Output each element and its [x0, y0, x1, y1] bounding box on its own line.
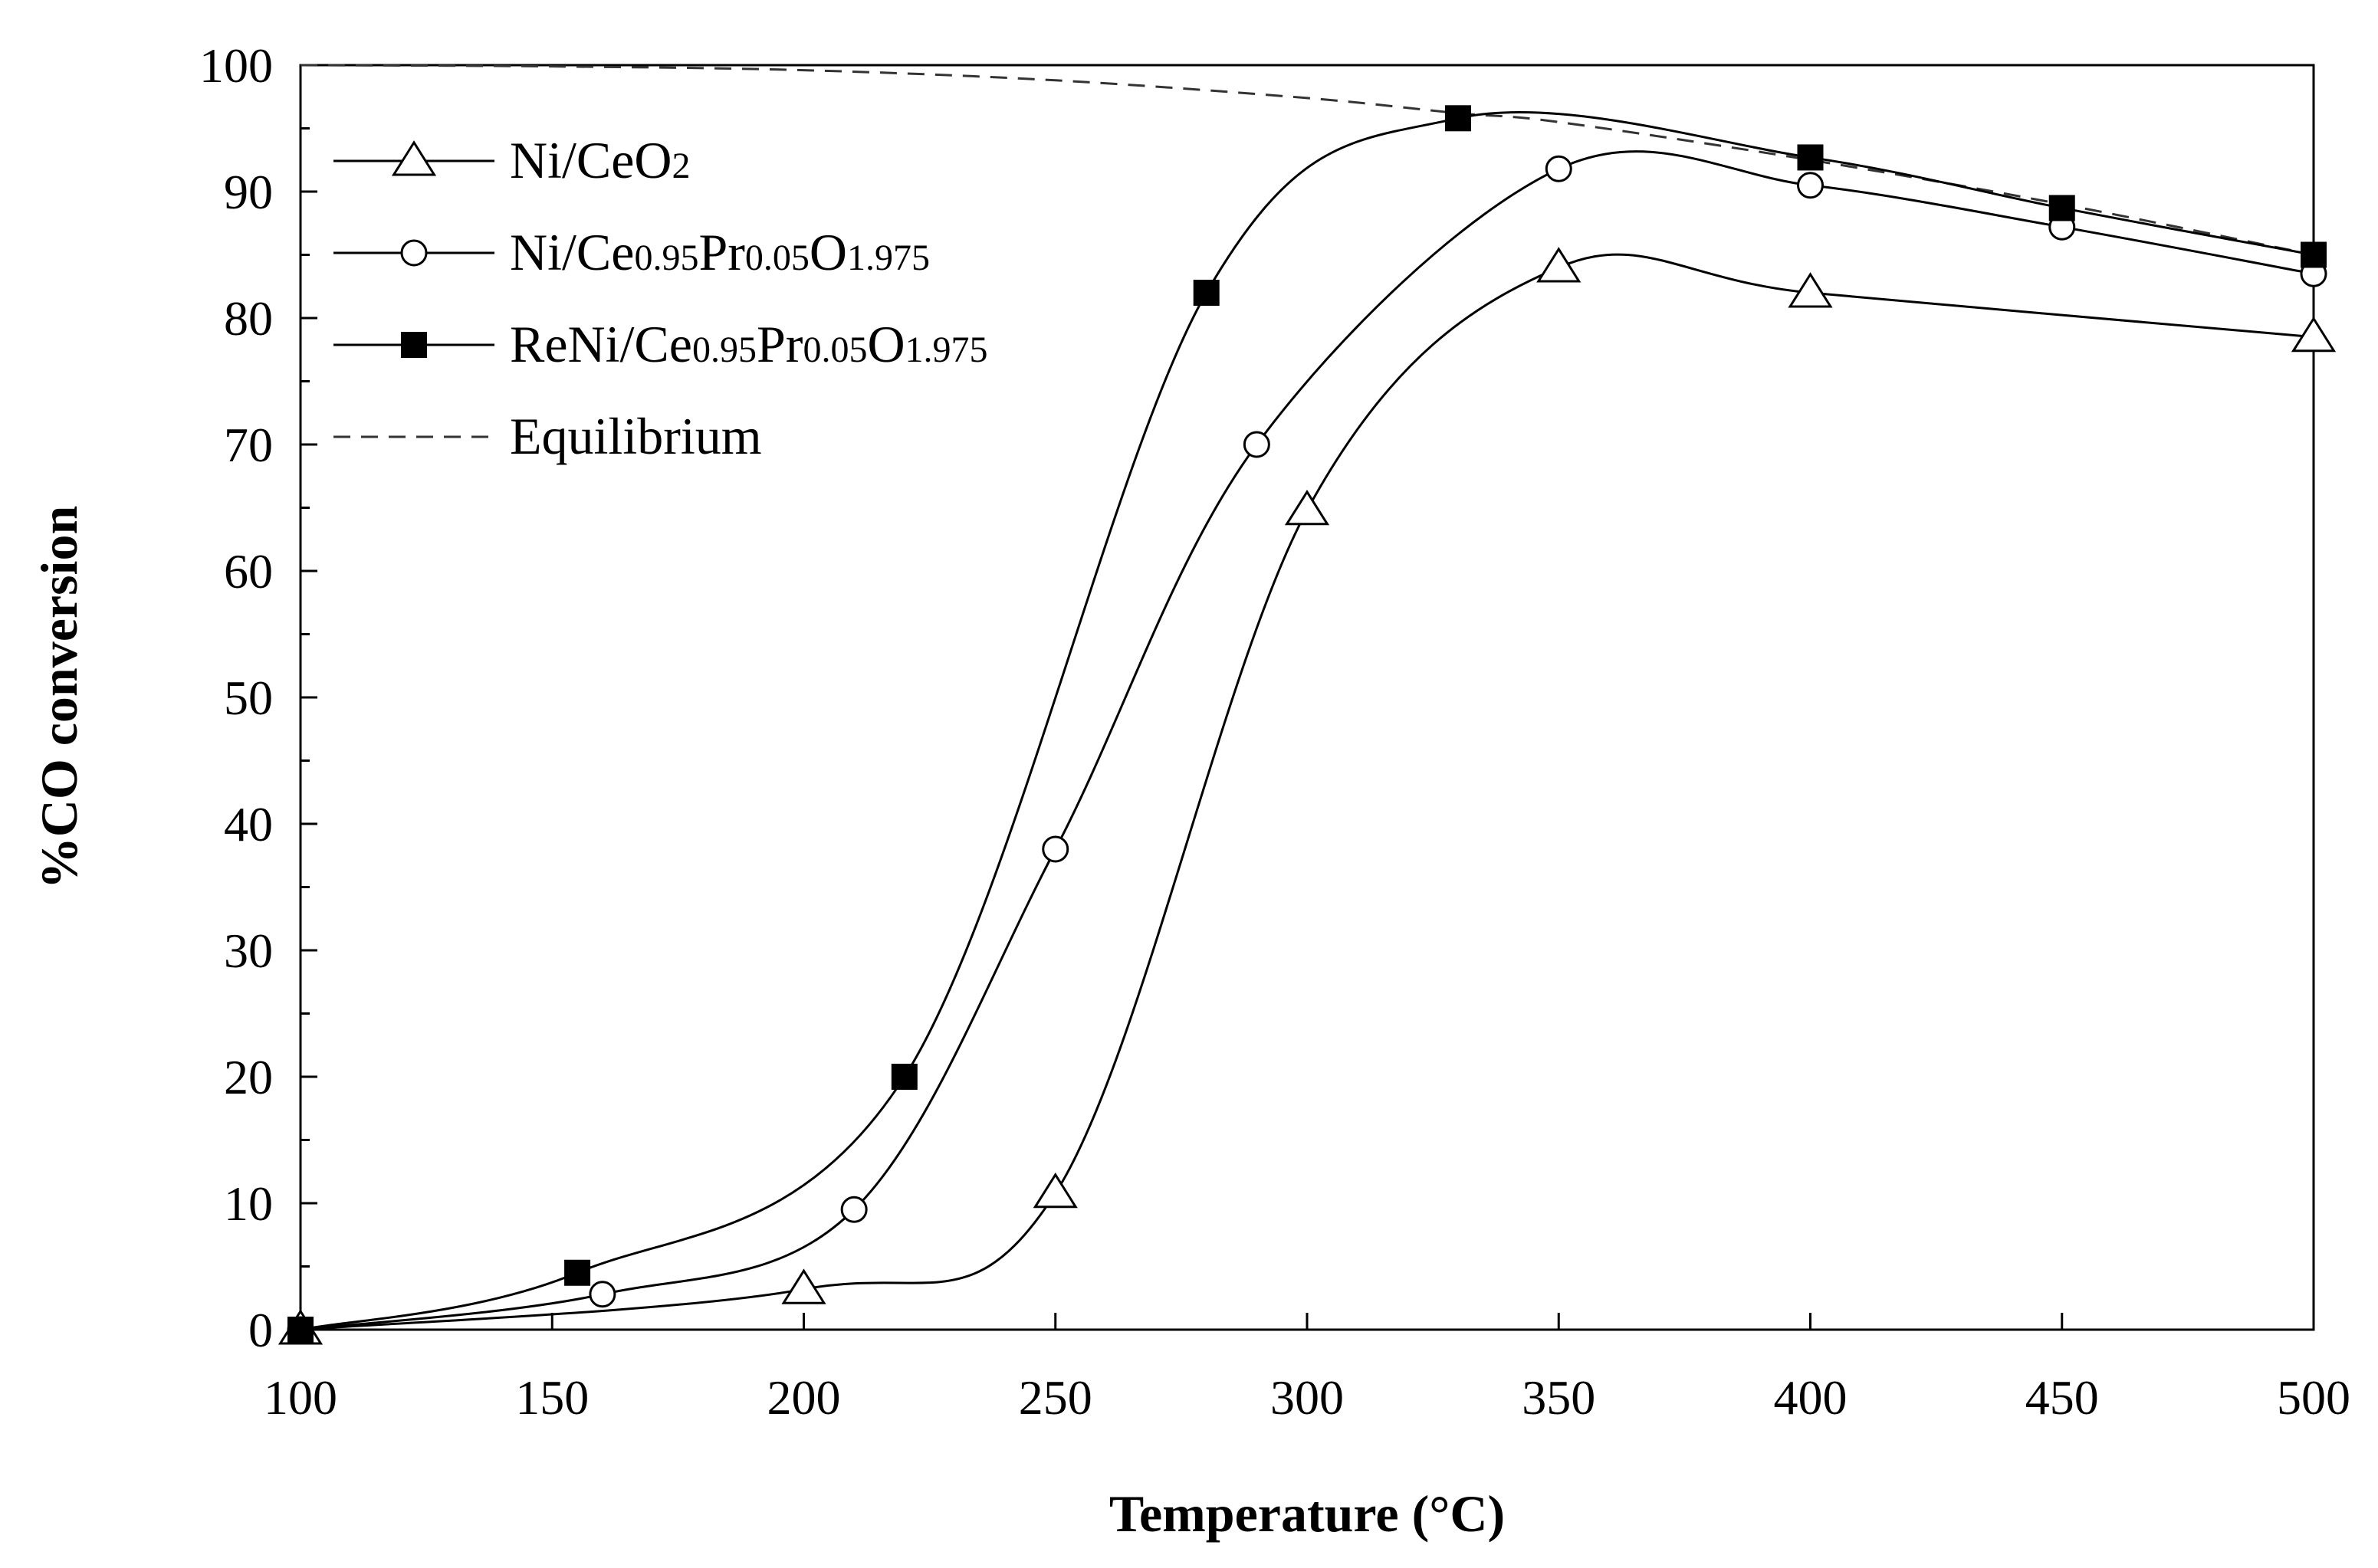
- series-line-ni-ce0-95pr0-05o1-975: [300, 150, 2314, 1331]
- data-point-reni-ce0-95pr0-05o1-975: [891, 1064, 918, 1090]
- series-layer: [278, 64, 2337, 1345]
- y-tick-label: 10: [224, 1176, 273, 1231]
- y-tick-label: 30: [224, 923, 273, 978]
- x-axis-title: Temperature (°C): [1109, 1484, 1505, 1543]
- legend-label-ni-ceo2: Ni/CeO2: [510, 131, 691, 189]
- data-point-ni-ce0-95pr0-05o1-975: [1797, 172, 1824, 199]
- data-point-ni-ce0-95pr0-05o1-975: [840, 1196, 868, 1223]
- legend-label-reni-ce0-95pr0-05o1-975: ReNi/Ce0.95Pr0.05O1.975: [510, 315, 988, 373]
- legend-label-ni-ce0-95pr0-05o1-975: Ni/Ce0.95Pr0.05O1.975: [510, 223, 930, 281]
- data-point-ni-ce0-95pr0-05o1-975: [589, 1281, 616, 1308]
- data-point-reni-ce0-95pr0-05o1-975: [1444, 105, 1471, 132]
- x-tick-label: 300: [1270, 1370, 1344, 1425]
- legend-subscript: 0.05: [745, 238, 810, 278]
- data-point-reni-ce0-95pr0-05o1-975: [1797, 144, 1824, 171]
- legend-text-part: Ni/CeO: [510, 131, 672, 189]
- data-point-ni-ceo2: [781, 1268, 826, 1304]
- data-point-ni-ceo2: [1788, 272, 1833, 308]
- y-tick-label: 70: [224, 418, 273, 472]
- legend-text-part: Pr: [698, 223, 745, 281]
- x-tick-label: 400: [1774, 1370, 1848, 1425]
- legend-text-part: Equilibrium: [510, 407, 762, 465]
- y-tick-label: 90: [224, 165, 273, 219]
- legend: Ni/CeO2Ni/Ce0.95Pr0.05O1.975ReNi/Ce0.95P…: [333, 131, 988, 465]
- y-tick-label: 60: [224, 544, 273, 599]
- legend-text-part: ReNi/Ce: [510, 315, 692, 373]
- data-point-reni-ce0-95pr0-05o1-975: [2048, 195, 2075, 221]
- y-tick-label: 100: [199, 38, 273, 93]
- legend-subscript: 0.05: [803, 330, 867, 370]
- x-tick-label: 200: [767, 1370, 841, 1425]
- legend-subscript: 1.975: [905, 330, 988, 370]
- data-point-reni-ce0-95pr0-05o1-975: [2301, 241, 2327, 268]
- legend-text-part: Pr: [757, 315, 803, 373]
- y-axis-ticks: 0 10 20 30 40 50 60 70 80 90 100: [199, 38, 317, 1357]
- y-axis-title: %CO conversion: [30, 506, 88, 890]
- data-point-reni-ce0-95pr0-05o1-975: [564, 1259, 591, 1286]
- legend-label-equilibrium: Equilibrium: [510, 407, 762, 465]
- x-tick-label: 450: [2025, 1370, 2099, 1425]
- x-tick-label: 500: [2277, 1370, 2350, 1425]
- legend-subscript: 1.975: [847, 238, 930, 278]
- y-tick-label: 20: [224, 1050, 273, 1104]
- legend-subscript: 0.95: [692, 330, 757, 370]
- y-tick-label: 40: [224, 797, 273, 851]
- legend-text-part: O: [810, 223, 847, 281]
- series-line-reni-ce0-95pr0-05o1-975: [300, 110, 2314, 1331]
- legend-subscript: 0.95: [634, 238, 698, 278]
- x-tick-label: 350: [1522, 1370, 1595, 1425]
- data-point-ni-ce0-95pr0-05o1-975: [1243, 431, 1270, 458]
- x-tick-label: 150: [515, 1370, 589, 1425]
- legend-subscript: 2: [672, 146, 691, 186]
- legend-text-part: Ni/Ce: [510, 223, 634, 281]
- legend-marker-ni-ceo2: [391, 140, 437, 176]
- x-axis-ticks: 100 150 200 250 300 350 400 450 500: [264, 1313, 2350, 1425]
- data-point-ni-ceo2: [1284, 489, 1330, 526]
- legend-text-part: O: [867, 315, 905, 373]
- y-tick-label: 0: [248, 1303, 273, 1357]
- data-point-ni-ceo2: [2291, 316, 2337, 353]
- legend-marker-ni-ce0-95pr0-05o1-975: [400, 239, 428, 267]
- data-point-ni-ce0-95pr0-05o1-975: [1042, 835, 1069, 863]
- y-tick-label: 80: [224, 291, 273, 346]
- data-point-ni-ce0-95pr0-05o1-975: [1545, 155, 1572, 182]
- x-tick-label: 250: [1019, 1370, 1092, 1425]
- legend-marker-reni-ce0-95pr0-05o1-975: [401, 332, 427, 358]
- y-tick-label: 50: [224, 671, 273, 725]
- data-point-ni-ceo2: [1033, 1172, 1078, 1209]
- x-tick-label: 100: [264, 1370, 337, 1425]
- data-point-ni-ceo2: [1536, 247, 1582, 283]
- data-point-reni-ce0-95pr0-05o1-975: [1193, 280, 1220, 306]
- data-point-reni-ce0-95pr0-05o1-975: [287, 1317, 314, 1343]
